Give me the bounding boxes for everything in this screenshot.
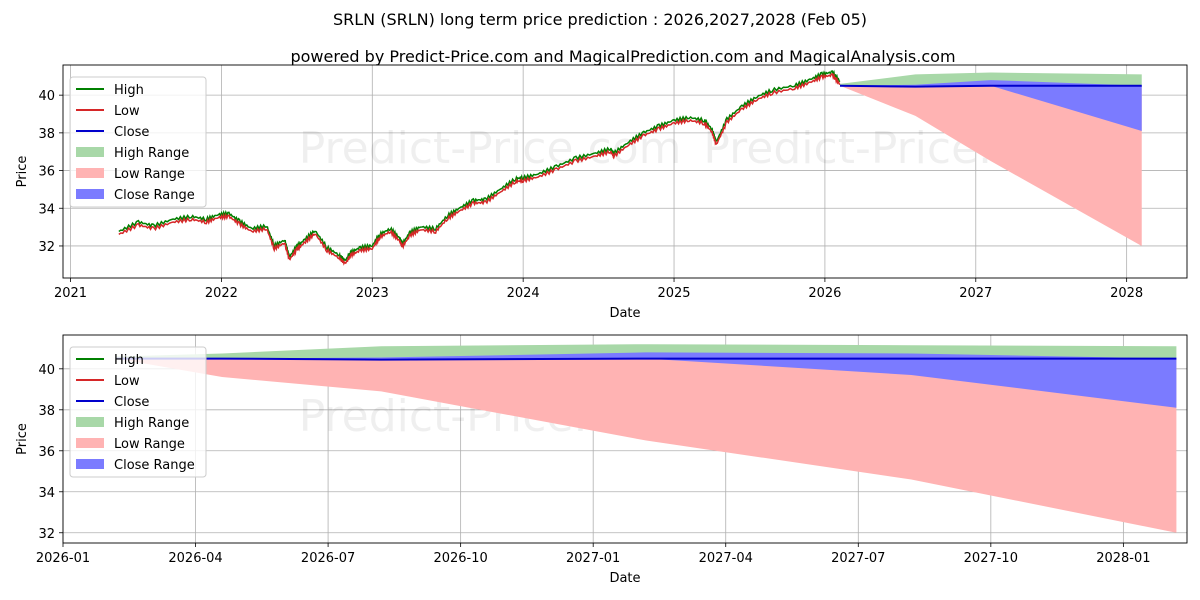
legend-label: Close: [114, 125, 149, 140]
y-tick-label: 38: [38, 404, 55, 419]
x-tick-label: 2027-01: [566, 551, 620, 566]
legend-swatch-high-range: [76, 417, 104, 427]
x-tick-label: 2027: [959, 286, 992, 301]
legend: High Low Close High Range Low Range Close Ran…: [69, 346, 207, 478]
y-tick-label: 34: [38, 486, 55, 501]
x-tick-label: 2027-10: [964, 551, 1018, 566]
plot-frame: [62, 64, 1188, 279]
x-axis-label: Date: [609, 306, 640, 321]
y-tick-label: 40: [38, 89, 55, 104]
legend-label: High: [114, 353, 144, 368]
x-tick-label: 2026-10: [433, 551, 487, 566]
legend-label: Close Range: [114, 458, 195, 473]
close-forecast-line: [839, 84, 1142, 88]
legend-label: Close: [114, 395, 149, 410]
close-range-band: [116, 352, 1177, 408]
legend-label: Low: [114, 374, 140, 389]
x-tick-label: 2026-07: [301, 551, 355, 566]
low-range-band: [116, 358, 1177, 533]
y-tick-label: 36: [38, 165, 55, 180]
x-tick-label: 2026: [808, 286, 841, 301]
legend-label: High Range: [114, 416, 189, 431]
plot-frame: [62, 334, 1188, 544]
legend-label: Low Range: [114, 437, 185, 452]
y-axis-label: Price: [15, 423, 30, 455]
legend-swatch-close-range: [76, 459, 104, 469]
legend-swatch-close-range: [76, 189, 104, 199]
watermark-text: Predict-Price.com: [703, 274, 1086, 325]
y-tick-label: 32: [38, 240, 55, 255]
legend-label: Low: [114, 104, 140, 119]
x-tick-label: 2021: [54, 286, 87, 301]
high-range-band: [839, 72, 1142, 86]
x-tick-label: 2027-04: [699, 551, 753, 566]
legend: High Low Close High Range Low Range Close Ran…: [69, 76, 207, 208]
plot-panel-1: 2021 2022 2023 2024 2025 2026 2027 2028 32 34 36 38…: [15, 64, 1188, 325]
y-axis-label: Price: [15, 156, 30, 188]
y-tick-label: 40: [38, 363, 55, 378]
x-tick-label: 2024: [507, 286, 540, 301]
y-tick-label: 32: [38, 527, 55, 542]
chart-title: SRLN (SRLN) long term price prediction :…: [333, 10, 867, 29]
legend-label: High: [114, 83, 144, 98]
legend-swatch-low-range: [76, 168, 104, 178]
x-axis-label: Date: [609, 571, 640, 586]
low-range-band: [839, 85, 1142, 246]
x-tick-label: 2028: [1110, 286, 1143, 301]
low-history-line: [118, 72, 841, 266]
x-tick-label: 2028-01: [1096, 551, 1150, 566]
x-tick-label: 2023: [356, 286, 389, 301]
plot-panel-2: 2026-01 2026-04 2026-07 2026-10 2027-01 2027-…: [15, 334, 1188, 590]
x-tick-label: 2022: [205, 286, 238, 301]
legend-label: Low Range: [114, 167, 185, 182]
legend-swatch-low-range: [76, 438, 104, 448]
close-range-band: [839, 80, 1142, 131]
y-tick-label: 38: [38, 127, 55, 142]
watermark-text: Predict-Price.com: [703, 539, 1086, 590]
legend-label: Close Range: [114, 188, 195, 203]
x-tick-label: 2025: [657, 286, 690, 301]
legend-swatch-high-range: [76, 147, 104, 157]
chart-subtitle: powered by Predict-Price.com and Magical…: [290, 47, 955, 66]
watermark-text: Predict-Price.com: [299, 274, 682, 325]
x-tick-label: 2027-07: [831, 551, 885, 566]
x-tick-label: 2026-04: [168, 551, 222, 566]
x-tick-label: 2026-01: [36, 551, 90, 566]
close-forecast-line: [116, 357, 1177, 361]
legend-label: High Range: [114, 146, 189, 161]
watermark-text: Predict-Price.com: [299, 539, 682, 590]
y-tick-label: 34: [38, 202, 55, 217]
y-tick-label: 36: [38, 445, 55, 460]
